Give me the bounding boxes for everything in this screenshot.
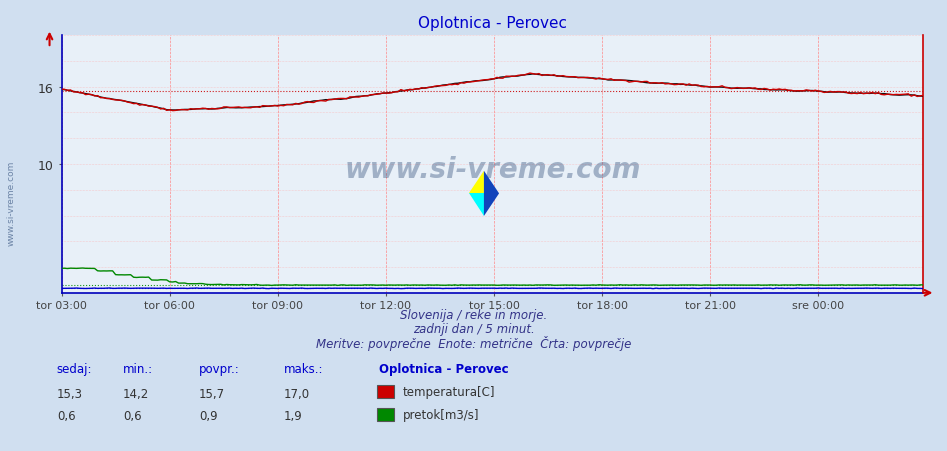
Text: 14,2: 14,2 (123, 387, 150, 400)
Text: pretok[m3/s]: pretok[m3/s] (402, 408, 479, 421)
Text: 15,7: 15,7 (199, 387, 225, 400)
Text: 0,6: 0,6 (57, 410, 76, 423)
Text: zadnji dan / 5 minut.: zadnji dan / 5 minut. (413, 322, 534, 336)
Text: www.si-vreme.com: www.si-vreme.com (344, 156, 641, 184)
Text: maks.:: maks.: (284, 362, 324, 375)
Polygon shape (484, 171, 499, 216)
Polygon shape (469, 194, 484, 216)
Text: 15,3: 15,3 (57, 387, 82, 400)
Text: Meritve: povprečne  Enote: metrične  Črta: povprečje: Meritve: povprečne Enote: metrične Črta:… (315, 335, 632, 350)
Text: 0,6: 0,6 (123, 410, 142, 423)
Text: 0,9: 0,9 (199, 410, 218, 423)
Text: 1,9: 1,9 (284, 410, 303, 423)
Title: Oplotnica - Perovec: Oplotnica - Perovec (418, 16, 567, 31)
Text: Slovenija / reke in morje.: Slovenija / reke in morje. (400, 308, 547, 321)
Text: Oplotnica - Perovec: Oplotnica - Perovec (379, 362, 509, 375)
Text: www.si-vreme.com: www.si-vreme.com (7, 161, 16, 245)
Text: min.:: min.: (123, 362, 153, 375)
Text: povpr.:: povpr.: (199, 362, 240, 375)
Text: temperatura[C]: temperatura[C] (402, 386, 495, 398)
Text: sedaj:: sedaj: (57, 362, 92, 375)
Polygon shape (469, 171, 484, 194)
Text: 17,0: 17,0 (284, 387, 311, 400)
